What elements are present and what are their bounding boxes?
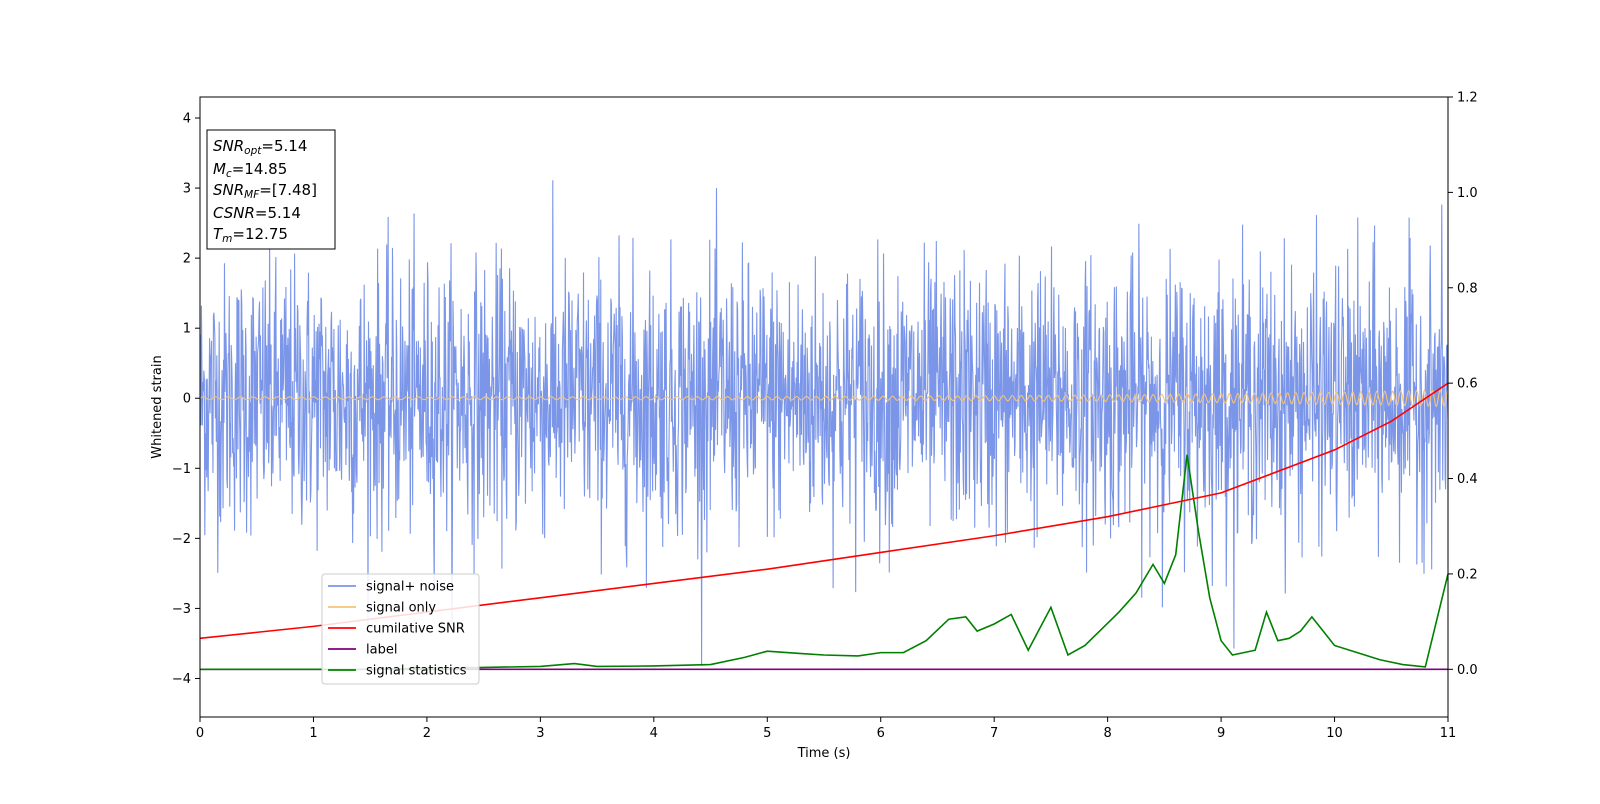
info-subscript: opt bbox=[244, 145, 262, 157]
x-tick-label: 7 bbox=[990, 726, 998, 741]
info-subscript: MF bbox=[244, 189, 260, 201]
legend-frame bbox=[321, 573, 480, 685]
legend-label: label bbox=[366, 643, 397, 658]
y2-tick-label: 1.2 bbox=[1457, 91, 1478, 106]
y-tick-label: −1 bbox=[172, 462, 191, 477]
info-value: =5.14 bbox=[261, 137, 307, 155]
x-axis-label: Time (s) bbox=[797, 746, 851, 761]
y-tick-label: −2 bbox=[172, 532, 191, 547]
x-tick-label: 11 bbox=[1440, 726, 1457, 741]
info-line: CSNR=5.14 bbox=[213, 204, 301, 222]
info-box-frame bbox=[206, 129, 336, 250]
legend-label: signal+ noise bbox=[366, 580, 454, 595]
y-axis-label: Whitened strain bbox=[150, 355, 165, 458]
series-signal-noise-line bbox=[199, 180, 1449, 666]
y2-tick-label: 1.0 bbox=[1457, 186, 1478, 201]
info-symbol: SNR bbox=[213, 137, 244, 155]
x-tick-label: 4 bbox=[650, 726, 658, 741]
y2-tick-label: 0.0 bbox=[1457, 663, 1478, 678]
y-tick-label: 2 bbox=[183, 252, 191, 267]
axes-layer: 0 1 2 3 4 5 6 7 8 9 10 1143210−1−2−3−41.21.00.80.60… bbox=[172, 91, 1478, 742]
legend-label: cumilative SNR bbox=[366, 622, 465, 637]
y2-tick-label: 0.2 bbox=[1457, 567, 1478, 582]
y-tick-label: 1 bbox=[183, 322, 191, 337]
info-value: =14.85 bbox=[232, 160, 288, 178]
info-line: SNRMF=[7.48] bbox=[213, 181, 317, 201]
y2-tick-label: 0.4 bbox=[1457, 472, 1478, 487]
info-symbol: M bbox=[213, 160, 226, 178]
legend: signal+ noise signal only cumilative SNR la… bbox=[321, 573, 480, 685]
y-tick-label: 0 bbox=[183, 392, 191, 407]
x-tick-label: 8 bbox=[1103, 726, 1111, 741]
y2-tick-label: 0.8 bbox=[1457, 281, 1478, 296]
x-tick-label: 0 bbox=[196, 726, 204, 741]
info-symbol: CSNR bbox=[213, 204, 255, 222]
x-tick-label: 10 bbox=[1326, 726, 1343, 741]
x-tick-label: 5 bbox=[763, 726, 771, 741]
legend-label: signal only bbox=[366, 601, 436, 616]
info-line: Mc=14.85 bbox=[213, 160, 287, 180]
info-subscript: m bbox=[222, 233, 232, 245]
info-symbol: T bbox=[213, 225, 224, 243]
info-line: SNRopt=5.14 bbox=[213, 137, 307, 157]
legend-label: signal statistics bbox=[366, 664, 467, 679]
y-tick-label: 4 bbox=[183, 112, 191, 127]
y-tick-label: −4 bbox=[172, 672, 191, 687]
x-tick-label: 2 bbox=[423, 726, 431, 741]
info-value: =12.75 bbox=[232, 225, 288, 243]
x-tick-label: 6 bbox=[877, 726, 885, 741]
info-symbol: SNR bbox=[213, 181, 244, 199]
info-line: Tm=12.75 bbox=[213, 225, 288, 245]
info-box: SNRopt=5.14Mc=14.85SNRMF=[7.48]CSNR=5.14… bbox=[206, 129, 336, 250]
y-tick-label: 3 bbox=[183, 182, 191, 197]
info-subscript: c bbox=[226, 168, 232, 180]
y-tick-label: −3 bbox=[172, 602, 191, 617]
x-tick-label: 3 bbox=[536, 726, 544, 741]
x-tick-label: 1 bbox=[309, 726, 317, 741]
series-signal-statistics-line bbox=[200, 454, 1449, 671]
series-signal-only-line bbox=[199, 389, 1449, 408]
info-value: =5.14 bbox=[255, 204, 301, 222]
x-tick-label: 9 bbox=[1217, 726, 1225, 741]
plot-frame bbox=[199, 96, 1449, 718]
y2-tick-label: 0.6 bbox=[1457, 377, 1478, 392]
info-value: =[7.48] bbox=[259, 181, 317, 199]
